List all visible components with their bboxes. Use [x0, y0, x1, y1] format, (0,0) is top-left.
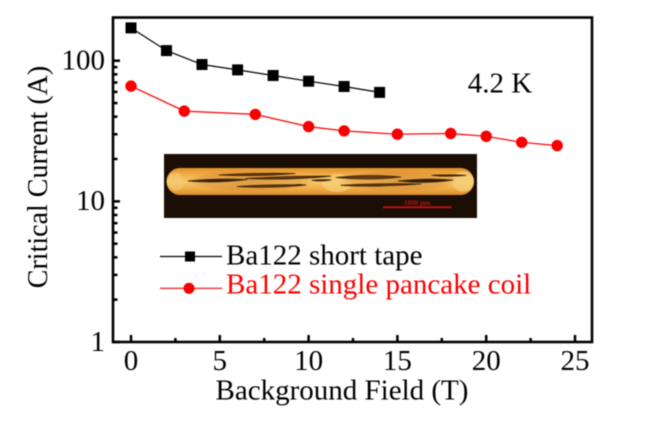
svg-text:Ba122 short tape: Ba122 short tape: [226, 240, 423, 272]
svg-text:100: 100: [62, 44, 106, 76]
svg-text:4.2 K: 4.2 K: [468, 68, 533, 100]
svg-text:0: 0: [124, 345, 139, 377]
svg-text:Background Field (T): Background Field (T): [216, 375, 469, 407]
svg-text:5: 5: [213, 345, 228, 377]
svg-text:15: 15: [383, 345, 412, 377]
svg-text:Critical Current (A): Critical Current (A): [23, 66, 54, 288]
svg-text:1: 1: [91, 326, 106, 358]
svg-text:Ba122 single pancake coil: Ba122 single pancake coil: [226, 269, 531, 301]
svg-text:10: 10: [76, 185, 105, 217]
svg-text:10: 10: [294, 345, 323, 377]
svg-text:20: 20: [472, 345, 501, 377]
svg-text:1000 μm: 1000 μm: [404, 199, 430, 207]
svg-text:25: 25: [561, 345, 590, 377]
